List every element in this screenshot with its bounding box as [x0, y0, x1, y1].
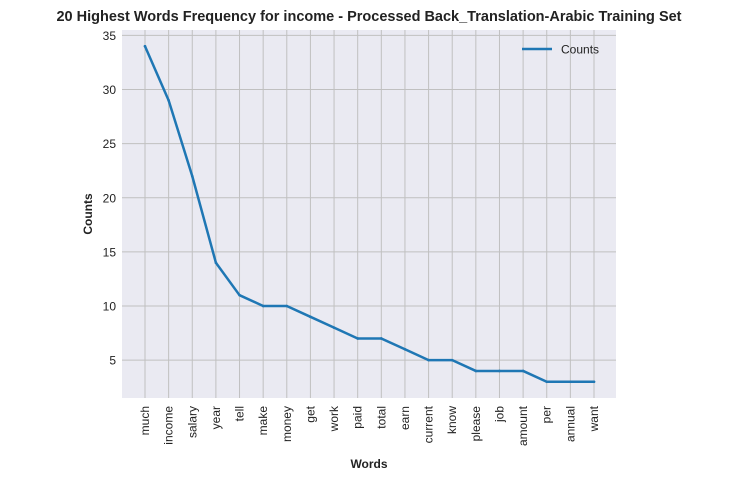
y-tick-label: 15	[103, 245, 117, 259]
y-tick-label: 25	[103, 137, 117, 151]
legend: Counts	[522, 43, 599, 57]
x-tick-label: annual	[563, 406, 577, 442]
x-tick-label: amount	[516, 405, 530, 446]
x-tick-label: total	[374, 406, 388, 429]
x-tick-label: make	[256, 406, 270, 436]
data-point	[498, 369, 501, 373]
chart-title: 20 Highest Words Frequency for income - …	[56, 9, 681, 25]
x-tick-label: please	[469, 406, 483, 442]
x-tick-label: much	[138, 406, 152, 435]
legend-label: Counts	[561, 43, 599, 57]
data-point	[309, 315, 312, 319]
x-tick-label: year	[209, 406, 223, 429]
x-tick-label: know	[445, 406, 459, 434]
x-tick-label: job	[492, 406, 506, 423]
x-tick-label: paid	[351, 406, 365, 429]
x-tick-label: current	[422, 405, 436, 443]
data-point	[450, 358, 454, 362]
x-tick-label: want	[587, 405, 601, 432]
x-tick-label: get	[303, 405, 317, 422]
y-tick-label: 35	[103, 29, 117, 43]
y-axis-ticks: 5 10 15 20 25 30 35	[103, 29, 117, 368]
data-point	[569, 380, 572, 384]
y-tick-label: 10	[103, 300, 117, 314]
data-point	[214, 261, 218, 265]
data-point	[285, 304, 289, 308]
x-axis-ticks: much income salary year tell make money get work…	[138, 405, 601, 446]
data-point	[356, 337, 359, 340]
x-tick-label: work	[327, 405, 341, 432]
data-point	[261, 304, 265, 308]
data-point	[474, 369, 478, 373]
x-tick-label: money	[280, 406, 294, 442]
series-layer	[143, 44, 596, 384]
data-point	[167, 99, 170, 102]
y-tick-label: 30	[103, 83, 117, 97]
data-point	[143, 44, 147, 48]
x-tick-label: per	[540, 406, 554, 423]
data-point	[332, 326, 336, 329]
data-point	[521, 369, 525, 373]
x-axis-label: Words	[350, 457, 387, 471]
y-axis-label: Counts	[81, 193, 95, 235]
y-tick-label: 20	[103, 191, 117, 205]
data-point	[592, 380, 596, 384]
plot-area	[122, 30, 616, 398]
data-point	[238, 293, 241, 297]
data-point	[427, 358, 430, 362]
data-point	[545, 380, 549, 384]
y-tick-label: 5	[109, 354, 116, 368]
x-tick-label: earn	[398, 406, 412, 430]
series-line-counts	[143, 44, 596, 384]
data-point	[190, 174, 194, 178]
x-tick-label: tell	[233, 406, 247, 421]
x-tick-label: income	[162, 406, 176, 445]
x-tick-label: salary	[185, 406, 199, 438]
data-point	[403, 347, 407, 351]
grid	[122, 30, 616, 398]
data-point	[380, 337, 383, 340]
